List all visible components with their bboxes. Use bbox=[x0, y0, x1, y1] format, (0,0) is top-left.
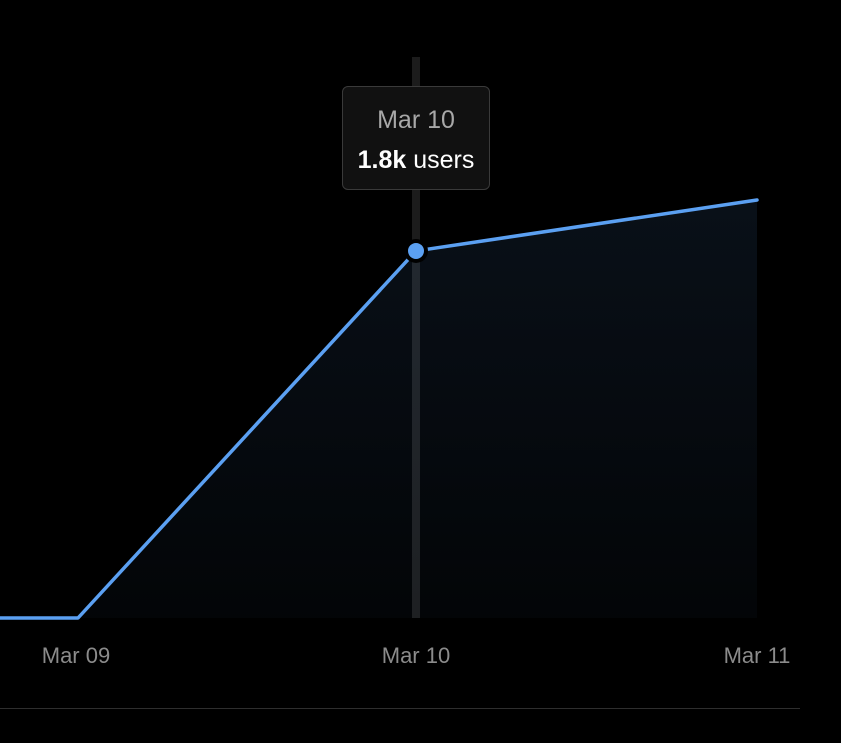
tooltip-value-number: 1.8k bbox=[357, 146, 407, 174]
tooltip-date: Mar 10 bbox=[377, 106, 455, 134]
chart-tooltip: Mar 10 1.8k users bbox=[342, 86, 490, 190]
series-line-users bbox=[0, 198, 759, 620]
x-tick-label: Mar 11 bbox=[724, 643, 791, 668]
chart-divider bbox=[0, 708, 800, 709]
tooltip-value: 1.8k users bbox=[343, 145, 489, 175]
area-fill bbox=[0, 199, 757, 618]
tooltip-value-unit: users bbox=[406, 146, 475, 174]
x-axis-ticks: Mar 09 Mar 10 Mar 11 bbox=[42, 643, 791, 668]
data-points bbox=[404, 238, 428, 263]
x-tick-label: Mar 09 bbox=[42, 643, 110, 668]
x-tick-label: Mar 10 bbox=[382, 643, 450, 668]
data-point-mar-10[interactable] bbox=[408, 242, 424, 259]
